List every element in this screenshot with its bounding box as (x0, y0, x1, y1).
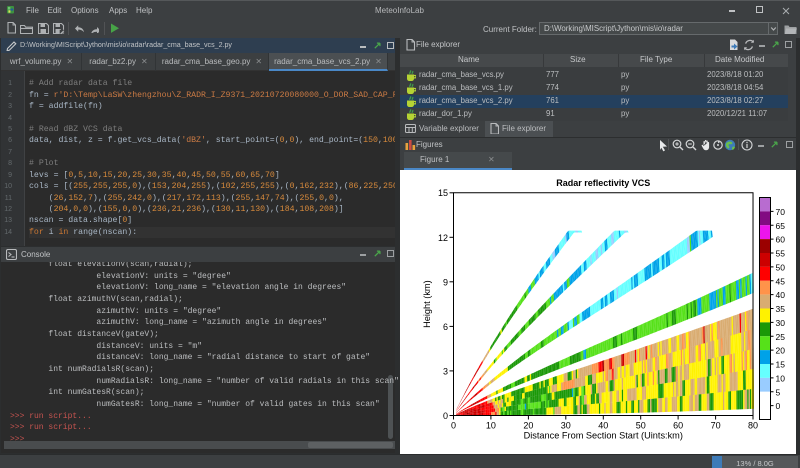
svg-text:9: 9 (443, 277, 448, 287)
svg-text:Height (km): Height (km) (422, 280, 432, 327)
svg-text:50: 50 (636, 421, 646, 431)
svg-text:10: 10 (486, 421, 496, 431)
svg-text:15: 15 (438, 188, 448, 198)
svg-text:55: 55 (776, 249, 786, 259)
svg-text:60: 60 (673, 421, 683, 431)
svg-text:45: 45 (776, 276, 786, 286)
svg-text:Radar reflectivity VCS: Radar reflectivity VCS (556, 178, 650, 188)
svg-text:65: 65 (776, 221, 786, 231)
svg-text:5: 5 (776, 387, 781, 397)
svg-text:20: 20 (523, 421, 533, 431)
svg-text:30: 30 (561, 421, 571, 431)
svg-text:50: 50 (776, 262, 786, 272)
svg-text:15: 15 (776, 360, 786, 370)
svg-text:10: 10 (776, 373, 786, 383)
svg-text:30: 30 (776, 318, 786, 328)
svg-text:25: 25 (776, 332, 786, 342)
svg-text:0: 0 (776, 401, 781, 411)
svg-text:0: 0 (443, 411, 448, 421)
svg-text:0: 0 (451, 421, 456, 431)
svg-text:Distance From Section Start (U: Distance From Section Start (Uints:km) (524, 431, 683, 441)
svg-text:70: 70 (776, 207, 786, 217)
svg-text:40: 40 (776, 290, 786, 300)
svg-text:60: 60 (776, 235, 786, 245)
svg-text:70: 70 (711, 421, 721, 431)
svg-text:12: 12 (438, 233, 448, 243)
svg-text:80: 80 (748, 421, 758, 431)
svg-text:20: 20 (776, 346, 786, 356)
svg-text:6: 6 (443, 322, 448, 332)
svg-text:3: 3 (443, 366, 448, 376)
svg-text:35: 35 (776, 304, 786, 314)
svg-text:40: 40 (598, 421, 608, 431)
